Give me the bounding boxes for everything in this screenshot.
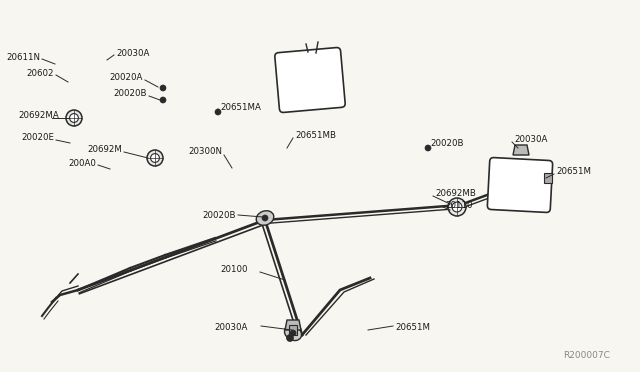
Text: 20692MB: 20692MB <box>435 189 476 198</box>
Text: 20651MB: 20651MB <box>295 131 336 141</box>
Text: 20030A: 20030A <box>214 324 248 333</box>
Circle shape <box>150 154 159 163</box>
Circle shape <box>160 97 166 103</box>
Text: 20110: 20110 <box>445 201 472 209</box>
Text: 20611N: 20611N <box>6 52 40 61</box>
Bar <box>289 325 297 335</box>
Text: 20020B: 20020B <box>202 211 236 219</box>
Text: 20020A: 20020A <box>109 74 143 83</box>
Polygon shape <box>285 320 301 330</box>
Text: 20651MA: 20651MA <box>220 103 261 112</box>
Bar <box>544 173 552 183</box>
Circle shape <box>425 145 431 151</box>
Text: 20692MA: 20692MA <box>18 112 59 121</box>
Circle shape <box>448 198 466 216</box>
FancyBboxPatch shape <box>488 158 552 212</box>
Text: 20100: 20100 <box>221 266 248 275</box>
Text: 20602: 20602 <box>26 68 54 77</box>
FancyBboxPatch shape <box>275 48 345 112</box>
Circle shape <box>287 334 294 341</box>
Circle shape <box>290 330 296 336</box>
Text: 20020B: 20020B <box>113 90 147 99</box>
Circle shape <box>147 150 163 166</box>
Text: R200007C: R200007C <box>563 351 610 360</box>
Text: 20692M: 20692M <box>87 144 122 154</box>
Text: 20030A: 20030A <box>116 48 149 58</box>
Polygon shape <box>513 145 529 155</box>
Circle shape <box>452 202 462 212</box>
Circle shape <box>70 113 79 122</box>
Ellipse shape <box>284 326 301 340</box>
Text: 20651M: 20651M <box>395 324 430 333</box>
Circle shape <box>215 109 221 115</box>
Text: 20300N: 20300N <box>188 148 222 157</box>
Circle shape <box>66 110 82 126</box>
Text: 20020B: 20020B <box>430 138 463 148</box>
Text: 20651M: 20651M <box>556 167 591 176</box>
Ellipse shape <box>256 211 274 225</box>
Circle shape <box>160 85 166 91</box>
Text: 200A0: 200A0 <box>68 158 96 167</box>
Circle shape <box>262 215 268 221</box>
Text: 20030A: 20030A <box>514 135 547 144</box>
Text: 20020E: 20020E <box>21 134 54 142</box>
